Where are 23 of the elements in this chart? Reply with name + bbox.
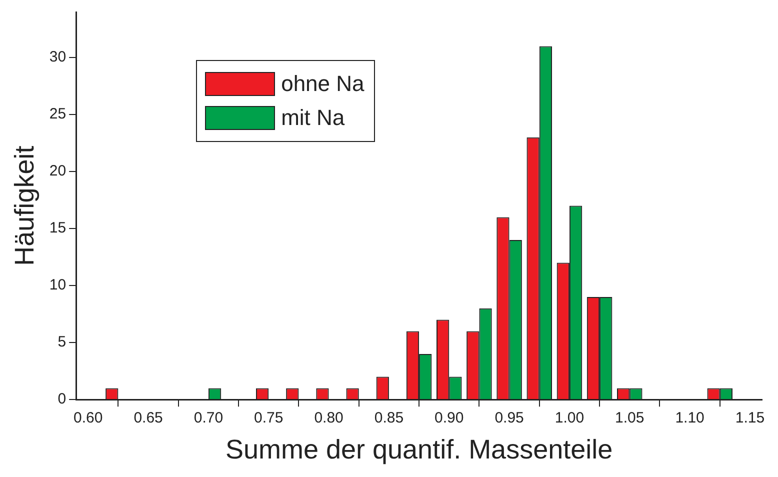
- x-axis-title: Summe der quantif. Massenteile: [225, 434, 613, 464]
- x-tick-label: 0.85: [374, 410, 404, 427]
- x-tick-label: 1.10: [675, 410, 704, 427]
- x-tick-label: 0.60: [74, 410, 103, 427]
- y-tick-label: 10: [49, 276, 66, 294]
- x-tick-label: 0.80: [314, 410, 344, 427]
- y-tick-label: 15: [49, 220, 66, 237]
- legend-label: mit Na: [281, 105, 345, 131]
- legend-label: ohne Na: [281, 71, 364, 97]
- x-tick-label: 0.75: [254, 410, 284, 427]
- x-tick-label: 1.15: [735, 410, 765, 427]
- x-tick-label: 0.65: [134, 410, 163, 427]
- x-tick-label: 1.00: [554, 410, 584, 427]
- x-tick-label: 0.90: [434, 410, 464, 427]
- y-tick-label: 0: [58, 390, 66, 408]
- y-tick-label: 5: [58, 334, 66, 351]
- y-tick-label: 25: [49, 106, 66, 123]
- x-tick-label: 1.05: [615, 410, 644, 427]
- y-axis-title: Häufigkeit: [10, 145, 40, 266]
- y-tick-label: 20: [49, 162, 66, 180]
- y-tick-label: 30: [49, 48, 66, 66]
- x-tick-label: 0.70: [194, 410, 224, 427]
- x-tick-label: 0.95: [494, 410, 524, 427]
